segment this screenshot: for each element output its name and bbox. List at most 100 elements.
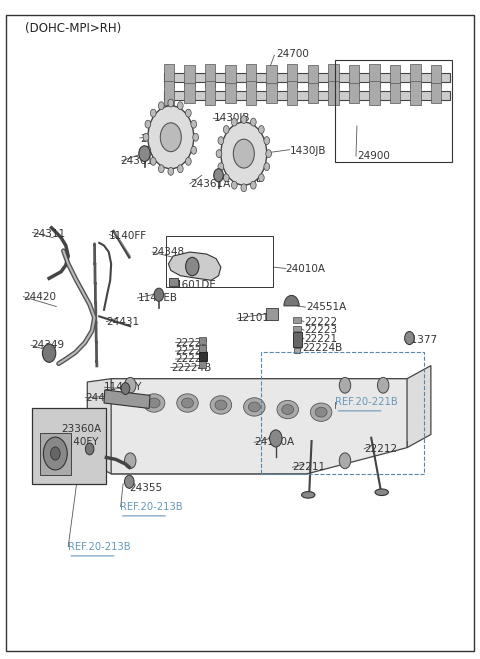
Circle shape	[145, 120, 151, 128]
Bar	[431, 83, 442, 103]
Bar	[266, 65, 277, 86]
Bar	[169, 277, 178, 285]
Ellipse shape	[181, 398, 193, 408]
Text: 24420: 24420	[24, 292, 56, 302]
Ellipse shape	[277, 401, 299, 418]
Bar	[348, 83, 359, 103]
Circle shape	[214, 169, 223, 182]
Text: 24440A: 24440A	[85, 393, 125, 403]
Text: 24900: 24900	[357, 152, 390, 161]
Bar	[369, 64, 380, 88]
Text: 24350D: 24350D	[223, 173, 264, 184]
Bar	[348, 65, 359, 86]
Text: 24361A: 24361A	[120, 156, 161, 166]
Circle shape	[233, 139, 254, 168]
Text: 1430JB: 1430JB	[214, 113, 250, 123]
Text: 12101: 12101	[237, 313, 270, 324]
Circle shape	[150, 109, 156, 117]
Bar	[266, 83, 277, 103]
Circle shape	[178, 101, 183, 109]
Text: 1140FY: 1140FY	[61, 438, 99, 447]
Bar	[199, 345, 206, 352]
Circle shape	[145, 146, 151, 154]
Bar	[294, 348, 300, 353]
Circle shape	[154, 288, 164, 301]
Circle shape	[264, 163, 270, 171]
Circle shape	[223, 126, 229, 133]
Text: 22211: 22211	[292, 463, 325, 473]
Bar	[205, 82, 215, 105]
Text: 22212: 22212	[364, 444, 397, 454]
Bar	[184, 83, 195, 103]
Circle shape	[339, 378, 351, 393]
Circle shape	[259, 174, 264, 182]
Text: 24700: 24700	[276, 49, 309, 59]
Bar	[184, 65, 195, 86]
Bar	[287, 64, 298, 88]
Bar	[166, 236, 274, 287]
Bar	[369, 82, 380, 105]
Text: 24431: 24431	[107, 316, 140, 327]
Text: 22222: 22222	[304, 316, 337, 327]
Circle shape	[168, 99, 174, 107]
Circle shape	[124, 453, 136, 469]
Bar	[308, 83, 318, 103]
Bar	[199, 353, 206, 360]
Circle shape	[150, 158, 156, 165]
Text: 1140FF: 1140FF	[109, 231, 147, 241]
Ellipse shape	[282, 405, 294, 415]
Polygon shape	[87, 366, 431, 474]
Bar	[287, 82, 298, 105]
Text: 22222: 22222	[176, 337, 209, 348]
Circle shape	[185, 109, 191, 117]
Bar	[266, 308, 278, 320]
Text: 1601DE: 1601DE	[176, 280, 216, 290]
Text: 1140EB: 1140EB	[137, 293, 178, 303]
Text: 22224B: 22224B	[302, 343, 342, 353]
Circle shape	[218, 136, 224, 144]
Bar	[410, 64, 421, 88]
Text: 22221: 22221	[304, 333, 337, 344]
Text: (DOHC-MPI>RH): (DOHC-MPI>RH)	[25, 22, 121, 36]
Circle shape	[264, 136, 270, 144]
Ellipse shape	[301, 492, 315, 498]
Bar	[164, 64, 174, 88]
Ellipse shape	[215, 400, 227, 410]
Text: 24370B: 24370B	[140, 134, 180, 144]
Circle shape	[191, 146, 197, 154]
Bar	[328, 82, 338, 105]
Circle shape	[185, 158, 191, 165]
Circle shape	[193, 133, 199, 141]
Bar	[293, 332, 301, 347]
Circle shape	[251, 181, 256, 189]
Circle shape	[218, 163, 224, 171]
Circle shape	[223, 174, 229, 182]
Circle shape	[168, 167, 174, 175]
Text: 22221: 22221	[176, 354, 209, 364]
Bar	[205, 64, 215, 88]
Circle shape	[148, 105, 194, 169]
Text: 22223: 22223	[304, 325, 337, 335]
Ellipse shape	[311, 403, 332, 421]
Ellipse shape	[148, 398, 160, 408]
Bar	[328, 64, 338, 88]
Text: REF.20-213B: REF.20-213B	[120, 501, 182, 511]
Bar	[293, 326, 300, 331]
Circle shape	[158, 165, 164, 173]
Text: 21377: 21377	[405, 335, 438, 345]
Text: 24551A: 24551A	[306, 302, 346, 312]
Ellipse shape	[375, 489, 388, 496]
Bar	[199, 337, 206, 344]
Wedge shape	[284, 295, 299, 306]
Circle shape	[143, 133, 149, 141]
Circle shape	[216, 150, 222, 158]
Bar	[199, 352, 207, 361]
Circle shape	[186, 257, 199, 275]
Text: REF.20-221B: REF.20-221B	[336, 397, 398, 407]
Circle shape	[139, 146, 150, 161]
Bar	[246, 82, 256, 105]
Bar	[262, 353, 424, 474]
Bar	[33, 408, 107, 484]
Polygon shape	[111, 379, 407, 474]
Circle shape	[50, 447, 60, 460]
